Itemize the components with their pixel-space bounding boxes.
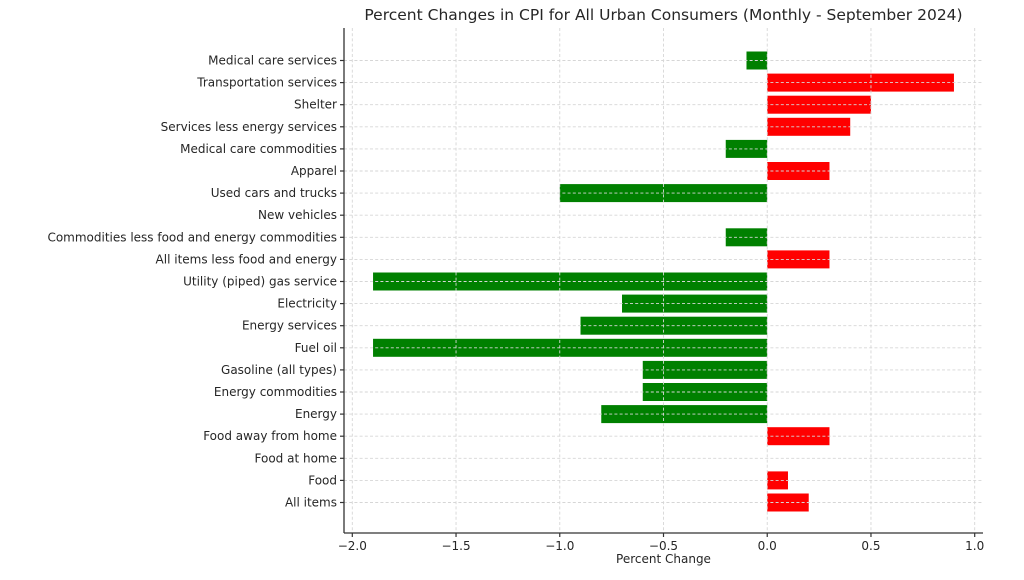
y-tick-label-services-less-energy-services: Services less energy services bbox=[161, 120, 337, 134]
x-tick-label-6: 1.0 bbox=[965, 539, 984, 553]
x-tick-label-0: −2.0 bbox=[338, 539, 367, 553]
x-tick-label-3: −0.5 bbox=[649, 539, 678, 553]
y-tick-label-food-at-home: Food at home bbox=[255, 451, 337, 465]
y-tick-label-transportation-services: Transportation services bbox=[196, 76, 337, 90]
x-tick-label-2: −1.0 bbox=[545, 539, 574, 553]
y-tick-label-food: Food bbox=[308, 473, 337, 487]
x-axis-label: Percent Change bbox=[616, 552, 711, 566]
y-tick-label-fuel-oil: Fuel oil bbox=[295, 341, 337, 355]
y-tick-label-new-vehicles: New vehicles bbox=[258, 208, 337, 222]
x-tick-label-4: 0.0 bbox=[758, 539, 777, 553]
y-tick-label-energy-commodities: Energy commodities bbox=[214, 385, 337, 399]
y-tick-label-apparel: Apparel bbox=[291, 164, 337, 178]
y-tick-label-all-items-less-food-and-energy: All items less food and energy bbox=[156, 252, 337, 266]
y-tick-label-used-cars-and-trucks: Used cars and trucks bbox=[211, 186, 337, 200]
y-tick-label-medical-care-services: Medical care services bbox=[208, 54, 337, 68]
x-tick-label-5: 0.5 bbox=[861, 539, 880, 553]
chart-title: Percent Changes in CPI for All Urban Con… bbox=[364, 6, 963, 24]
y-tick-label-energy-services: Energy services bbox=[242, 319, 337, 333]
y-tick-label-medical-care-commodities: Medical care commodities bbox=[180, 142, 337, 156]
y-tick-label-food-away-from-home: Food away from home bbox=[203, 429, 337, 443]
y-tick-label-utility-piped-gas-service: Utility (piped) gas service bbox=[183, 275, 337, 289]
y-tick-label-electricity: Electricity bbox=[277, 297, 337, 311]
y-tick-label-commodities-less-food-and-energy-commodities: Commodities less food and energy commodi… bbox=[47, 230, 337, 244]
y-tick-label-energy: Energy bbox=[295, 407, 337, 421]
y-tick-label-all-items: All items bbox=[285, 496, 337, 510]
y-tick-label-gasoline-all-types: Gasoline (all types) bbox=[221, 363, 337, 377]
y-tick-label-shelter: Shelter bbox=[294, 98, 337, 112]
x-tick-label-1: −1.5 bbox=[441, 539, 470, 553]
